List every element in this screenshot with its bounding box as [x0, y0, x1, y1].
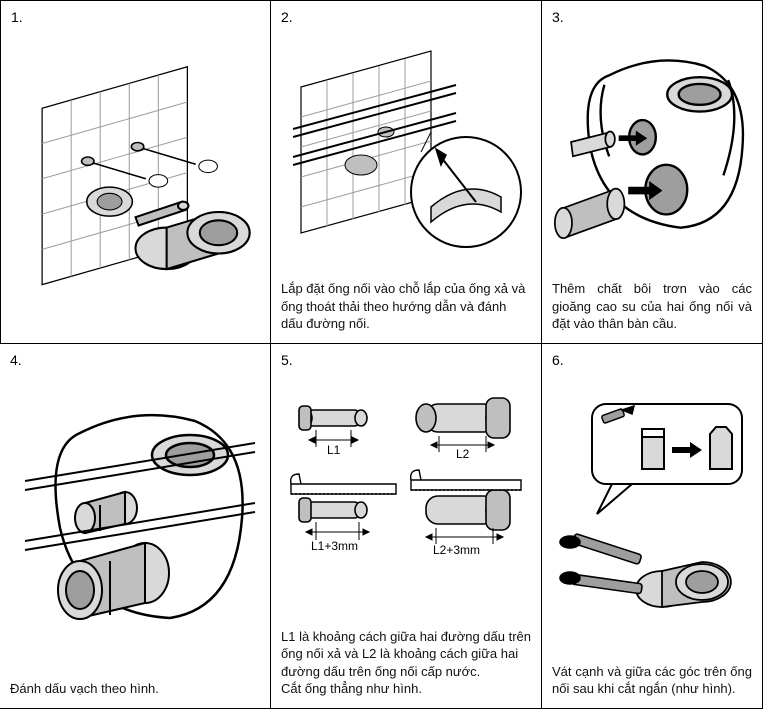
panel-2-number: 2. [281, 9, 531, 25]
dim-label: L1+3mm [311, 539, 358, 553]
panel-3: 3. [542, 0, 763, 344]
dim-label: L2+3mm [433, 543, 480, 557]
panel-2-illustration [281, 29, 531, 274]
toilet-mark-icon [10, 393, 260, 653]
panel-4-number: 4. [10, 352, 260, 368]
mark-pipe-icon [281, 37, 531, 267]
panel-3-number: 3. [552, 9, 752, 25]
panel-4-caption: Đánh dấu vạch theo hình. [10, 680, 260, 698]
panel-6-illustration [552, 372, 752, 657]
chamfer-icon [552, 394, 752, 634]
panel-5: 5. L1 [271, 344, 542, 709]
cut-pipe-icon: L1 L2 [281, 392, 531, 602]
panel-2: 2. [271, 0, 542, 344]
panel-3-illustration [552, 29, 752, 274]
dim-label: L1 [327, 443, 341, 457]
panel-5-number: 5. [281, 352, 531, 368]
wall-pipe-icon [11, 46, 260, 316]
panel-3-caption: Thêm chất bôi trơn vào các gioăng cao su… [552, 280, 752, 333]
panel-5-illustration: L1 L2 [281, 372, 531, 622]
panel-6-caption: Vát cạnh và giữa các góc trên ống nối sa… [552, 663, 752, 698]
panel-4: 4. [0, 344, 271, 709]
panel-1-number: 1. [11, 9, 260, 25]
panel-6: 6. [542, 344, 763, 709]
panel-2-caption: Lắp đặt ống nối vào chỗ lắp của ống xả v… [281, 280, 531, 333]
instruction-grid: 1. [0, 0, 763, 709]
toilet-insert-icon [552, 42, 752, 261]
panel-1: 1. [0, 0, 271, 344]
panel-5-caption: L1 là khoảng cách giữa hai đường dấu trê… [281, 628, 531, 698]
panel-4-illustration [10, 372, 260, 674]
dim-label: L2 [456, 447, 470, 461]
panel-1-illustration [11, 29, 260, 333]
panel-6-number: 6. [552, 352, 752, 368]
